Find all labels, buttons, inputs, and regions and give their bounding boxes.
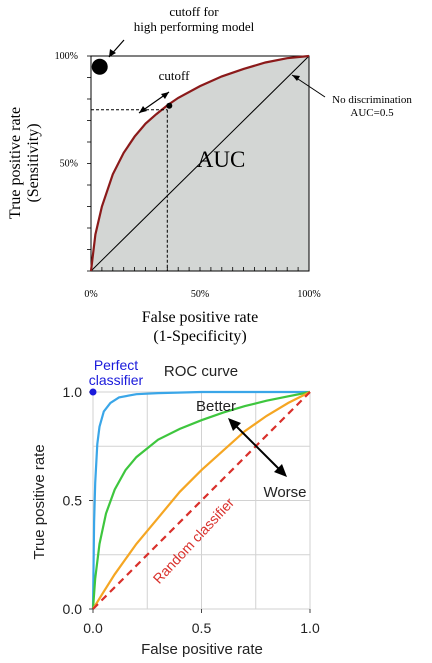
no-discrimination-arrowhead: [292, 75, 300, 81]
x-tick-label: 0.5: [192, 620, 212, 636]
x-ticks: 0% 50% 100%: [84, 267, 321, 300]
cutoff-high-label-line1: cutoff for: [169, 4, 219, 19]
auc-label: AUC: [197, 147, 246, 172]
random-classifier-line: [92, 391, 311, 610]
roc-auc-chart: 0% 50% 100% 50% 100% cutoff for high perfor…: [7, 4, 412, 345]
y-tick-label: 0.0: [63, 601, 83, 617]
no-discrimination-line: [90, 55, 310, 272]
perfect-classifier-point: [89, 388, 97, 396]
x-axis-label-line2: (1-Specificity): [153, 328, 246, 345]
better-arrowhead: [228, 418, 241, 431]
chart-title: ROC curve: [164, 363, 238, 380]
fair-roc-curve: [92, 391, 311, 610]
x-tick-label: 0%: [84, 289, 97, 300]
x-axis-label-line1: False positive rate: [142, 309, 258, 326]
y-ticks: 0.0 0.5 1.0: [63, 384, 93, 617]
no-discrimination-label-line1: No discrimination: [332, 94, 412, 106]
perfect-classifier-label-line2: classifier: [89, 372, 144, 388]
x-tick-label: 100%: [297, 289, 320, 300]
cutoff-arrowhead-right: [161, 92, 169, 99]
x-tick-label: 1.0: [300, 620, 320, 636]
y-tick-label: 50%: [60, 159, 78, 170]
better-label: Better: [196, 398, 236, 415]
y-tick-label: 1.0: [63, 384, 83, 400]
roc-comparison-chart: 0.0 0.5 1.0 0.0 0.5 1.0 ROC curve Perfect cl…: [31, 357, 320, 658]
perfect-cutoff-point: [91, 58, 108, 75]
no-discrimination-label-line2: AUC=0.5: [350, 107, 394, 119]
excellent-roc-curve: [91, 390, 310, 610]
y-tick-label: 0.5: [63, 493, 83, 509]
x-tick-label: 0.0: [83, 620, 103, 636]
cutoff-point: [166, 102, 173, 109]
y-axis-label-line1: True positive rate: [7, 107, 24, 219]
cutoff-arrowhead-left: [139, 106, 147, 113]
y-ticks: 50% 100%: [55, 51, 91, 272]
worse-arrowhead: [274, 464, 287, 477]
perfect-classifier-label-line1: Perfect: [94, 357, 138, 373]
x-tick-label: 50%: [191, 289, 209, 300]
y-tick-label: 100%: [55, 51, 78, 62]
worse-label: Worse: [263, 484, 306, 501]
cutoff-label: cutoff: [159, 68, 190, 83]
y-axis-label: True positive rate: [31, 444, 48, 559]
roc-curves: [91, 390, 311, 610]
cutoff-high-label-line2: high performing model: [134, 19, 255, 34]
cutoff-high-arrowhead: [109, 49, 116, 57]
x-axis-label: False positive rate: [141, 641, 263, 658]
better-worse-arrow: [231, 421, 284, 474]
x-ticks: 0.0 0.5 1.0: [83, 609, 320, 636]
y-axis-label-line2: (Sensitivity): [25, 123, 42, 202]
good-roc-curve: [91, 390, 311, 610]
